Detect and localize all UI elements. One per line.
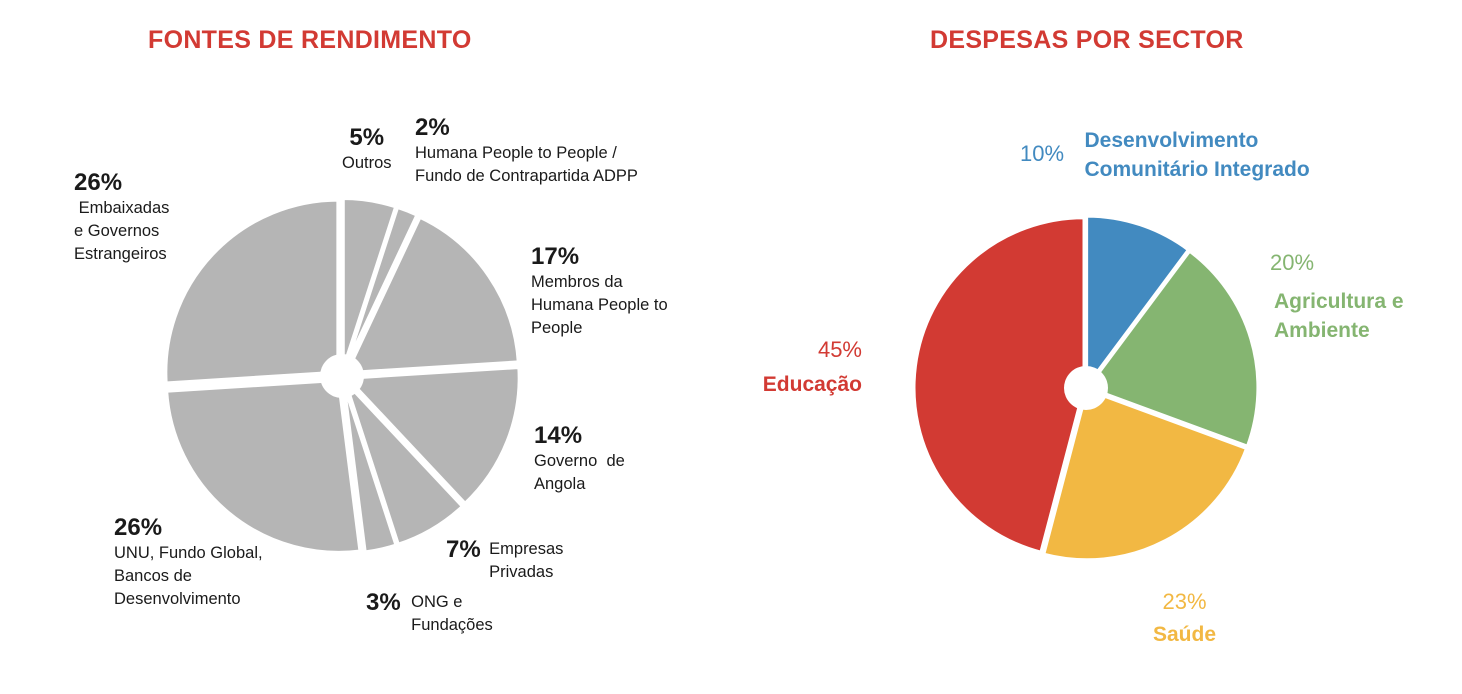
income-chart-title: FONTES DE RENDIMENTO xyxy=(148,26,472,54)
slice-value-embaixadas: 26% xyxy=(74,169,123,196)
pie-slice-embaixadas-e-governos-estrangeir xyxy=(163,197,341,386)
slice-name-ong-line1: ONG e xyxy=(411,593,463,611)
slice-value-agricultura: 20% xyxy=(1270,250,1315,275)
slice-label-ong: 3% ONG e Fundações xyxy=(366,589,493,637)
slice-label-saude: 23% Saúde xyxy=(1153,588,1216,649)
slice-name-empresas-line1: Empresas xyxy=(489,540,564,558)
slice-name-desenvolvimento-line1: Desenvolvimento xyxy=(1084,129,1259,152)
slice-label-humana: 2% Humana People to People / Fundo de Co… xyxy=(415,114,638,188)
pie-slice-saude xyxy=(1042,388,1248,562)
slice-value-saude: 23% xyxy=(1162,589,1207,614)
slice-name-governo-line1: Governo de xyxy=(534,452,625,470)
slice-value-desenvolvimento: 10% xyxy=(1020,141,1065,166)
pie-slice-governo-de-angola xyxy=(344,364,522,506)
slice-name-embaixadas-line2: e Governos xyxy=(74,222,160,240)
slice-value-educacao: 45% xyxy=(817,337,862,362)
slice-name-ong-line2: Fundações xyxy=(411,616,493,634)
pie-slice-desenvolvimento-comunitario-inte xyxy=(1085,214,1190,388)
pie-slice-ong-e-fundacoes xyxy=(341,378,399,555)
pie-slice-agricultura-e-ambiente xyxy=(1086,249,1260,448)
pie-slice-humana-people-to-people-fundo-de xyxy=(341,204,420,374)
slice-value-membros: 17% xyxy=(531,243,580,270)
slice-name-agricultura-line2: Ambiente xyxy=(1274,319,1370,342)
slice-label-agricultura: 20% Agricultura e Ambiente xyxy=(1270,249,1404,345)
slice-name-governo-line2: Angola xyxy=(534,475,586,493)
slice-name-humana-line1: Humana People to People / xyxy=(415,144,617,162)
slice-value-outros: 5% xyxy=(349,124,385,151)
pie-slice-educacao xyxy=(912,216,1086,554)
slice-name-unu-line2: Bancos de xyxy=(114,567,192,585)
slice-label-governo: 14% Governo de Angola xyxy=(534,422,625,496)
slice-name-embaixadas-line3: Estrangeiros xyxy=(74,245,167,263)
slice-label-embaixadas: 26% Embaixadas e Governos Estrangeiros xyxy=(74,169,169,266)
slice-name-desenvolvimento-line2: Comunitário Integrado xyxy=(1084,158,1310,181)
slice-label-empresas: 7% Empresas Privadas xyxy=(446,536,563,584)
slice-value-governo: 14% xyxy=(534,422,583,449)
pie-center-hole xyxy=(1064,366,1108,410)
slice-name-membros-line1: Membros da xyxy=(531,273,623,291)
slice-name-unu-line1: UNU, Fundo Global, xyxy=(114,544,263,562)
pie-slice-unu-fundo-global-bancos-de-desen xyxy=(164,377,363,555)
pie-center-hole xyxy=(320,354,364,398)
slice-name-membros-line2: Humana People to xyxy=(531,296,668,314)
slice-label-outros: 5% Outros xyxy=(342,124,392,175)
slice-name-membros-line3: People xyxy=(531,319,583,337)
slice-label-unu: 26% UNU, Fundo Global, Bancos de Desenvo… xyxy=(114,514,263,611)
slice-label-desenvolvimento: 10% Desenvolvimento Comunitário Integrad… xyxy=(1020,126,1310,184)
slice-label-educacao: 45% Educação xyxy=(752,336,862,399)
pie-slice-membros-da-humana-people-to-peop xyxy=(344,214,521,376)
slice-name-unu-line3: Desenvolvimento xyxy=(114,590,241,608)
slice-name-agricultura-line1: Agricultura e xyxy=(1274,290,1404,313)
slice-name-humana-line2: Fundo de Contrapartida ADPP xyxy=(415,167,638,185)
expense-chart-title: DESPESAS POR SECTOR xyxy=(930,26,1244,54)
slice-name-outros: Outros xyxy=(342,154,392,172)
slice-value-humana: 2% xyxy=(415,114,450,141)
slice-value-ong: 3% xyxy=(366,589,401,616)
slice-name-saude: Saúde xyxy=(1153,623,1217,646)
slice-name-empresas-line2: Privadas xyxy=(489,563,554,581)
slice-label-membros: 17% Membros da Humana People to People xyxy=(531,243,668,340)
slice-value-unu: 26% xyxy=(114,514,163,541)
slice-name-educacao: Educação xyxy=(762,373,862,396)
slice-name-embaixadas-line1: Embaixadas xyxy=(74,199,170,217)
slice-value-empresas: 7% xyxy=(446,536,481,563)
